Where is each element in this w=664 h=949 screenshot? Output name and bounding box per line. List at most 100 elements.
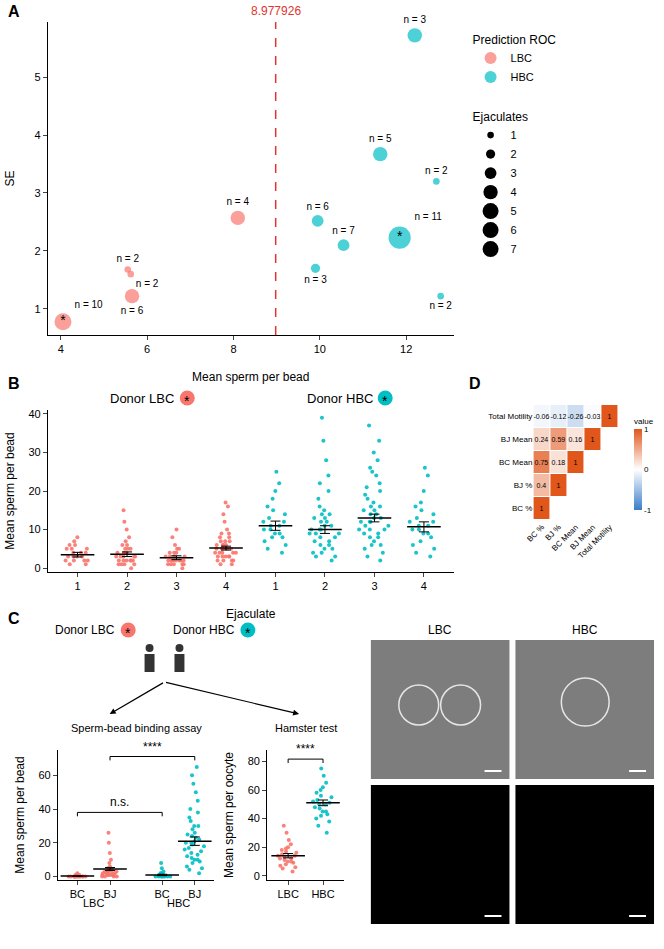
svg-text:n = 6: n = 6 — [121, 305, 144, 316]
svg-text:3: 3 — [173, 580, 179, 592]
svg-text:40: 40 — [28, 408, 40, 420]
svg-text:n = 7: n = 7 — [332, 225, 355, 236]
svg-text:BC: BC — [70, 888, 85, 900]
svg-text:n = 4: n = 4 — [227, 196, 250, 207]
svg-text:2: 2 — [35, 245, 41, 257]
svg-text:1: 1 — [35, 303, 41, 315]
svg-text:value: value — [634, 417, 654, 426]
svg-text:5: 5 — [35, 71, 41, 83]
svg-text:Donor HBC: Donor HBC — [173, 623, 235, 637]
svg-text:4: 4 — [223, 580, 229, 592]
svg-text:SE: SE — [3, 170, 17, 186]
svg-text:n = 2: n = 2 — [425, 165, 448, 176]
svg-text:0: 0 — [35, 562, 41, 574]
svg-text:40: 40 — [38, 803, 50, 815]
svg-text:1: 1 — [74, 580, 80, 592]
svg-text:n = 5: n = 5 — [369, 133, 392, 144]
svg-text:3: 3 — [511, 167, 517, 179]
svg-text:60: 60 — [248, 784, 260, 796]
svg-text:BC Mean: BC Mean — [499, 458, 532, 467]
svg-text:0.4: 0.4 — [537, 482, 547, 489]
svg-text:1: 1 — [573, 459, 577, 466]
svg-text:4: 4 — [58, 343, 64, 355]
svg-text:BC %: BC % — [512, 504, 532, 513]
svg-text:A: A — [8, 3, 20, 20]
svg-text:10: 10 — [314, 343, 326, 355]
svg-text:n = 6: n = 6 — [306, 201, 329, 212]
svg-text:4: 4 — [421, 580, 427, 592]
svg-text:Donor LBC: Donor LBC — [55, 623, 115, 637]
svg-text:3: 3 — [371, 580, 377, 592]
svg-text:Sperm-bead binding assay: Sperm-bead binding assay — [71, 722, 202, 734]
svg-text:*: * — [397, 228, 403, 244]
svg-text:Total Motility: Total Motility — [576, 523, 613, 560]
svg-text:1: 1 — [539, 505, 543, 512]
svg-text:Ejaculate: Ejaculate — [226, 607, 276, 621]
svg-text:n = 11: n = 11 — [415, 211, 443, 222]
svg-text:LBC: LBC — [277, 888, 298, 900]
svg-text:-1: -1 — [644, 506, 652, 515]
svg-text:BJ: BJ — [104, 888, 117, 900]
svg-text:1: 1 — [272, 580, 278, 592]
svg-text:LBC: LBC — [511, 52, 532, 64]
svg-text:n = 3: n = 3 — [404, 14, 427, 25]
svg-text:6: 6 — [144, 343, 150, 355]
svg-text:1: 1 — [556, 482, 560, 489]
svg-text:2: 2 — [511, 148, 517, 160]
svg-text:0: 0 — [644, 465, 649, 474]
svg-text:BJ Mean: BJ Mean — [568, 523, 597, 552]
svg-text:HBC: HBC — [511, 71, 534, 83]
svg-text:LBC: LBC — [83, 897, 104, 909]
svg-text:1: 1 — [644, 425, 649, 434]
svg-text:2: 2 — [124, 580, 130, 592]
svg-text:****: **** — [143, 740, 162, 754]
svg-text:1: 1 — [607, 413, 611, 420]
svg-text:BJ Mean: BJ Mean — [501, 435, 533, 444]
svg-text:1: 1 — [511, 129, 517, 141]
svg-text:0.16: 0.16 — [569, 436, 583, 443]
svg-text:80: 80 — [248, 755, 260, 767]
svg-text:*: * — [125, 625, 131, 641]
svg-text:Mean sperm per bead: Mean sperm per bead — [3, 432, 17, 549]
svg-text:0: 0 — [45, 870, 51, 882]
svg-text:BC %: BC % — [525, 523, 546, 544]
svg-text:20: 20 — [38, 837, 50, 849]
svg-text:Donor HBC: Donor HBC — [307, 391, 373, 406]
svg-text:0.59: 0.59 — [552, 436, 566, 443]
svg-text:0.75: 0.75 — [535, 459, 549, 466]
svg-text:D: D — [469, 375, 481, 392]
svg-text:BJ %: BJ % — [514, 481, 533, 490]
svg-text:4: 4 — [35, 129, 41, 141]
svg-text:n = 10: n = 10 — [75, 299, 104, 310]
svg-text:30: 30 — [28, 446, 40, 458]
svg-text:-0.26: -0.26 — [567, 413, 583, 420]
svg-text:-0.03: -0.03 — [584, 413, 600, 420]
svg-text:*: * — [184, 393, 190, 409]
svg-text:HBC: HBC — [311, 888, 334, 900]
svg-text:Mean sperm per bead: Mean sperm per bead — [13, 756, 27, 873]
svg-text:-0.06: -0.06 — [533, 413, 549, 420]
svg-text:HBC: HBC — [167, 897, 190, 909]
svg-text:0: 0 — [254, 870, 260, 882]
svg-text:B: B — [8, 375, 20, 392]
svg-text:C: C — [8, 610, 20, 627]
svg-text:8.977926: 8.977926 — [251, 4, 301, 18]
svg-text:12: 12 — [400, 343, 412, 355]
svg-text:*: * — [382, 393, 388, 409]
svg-text:Prediction ROC: Prediction ROC — [473, 33, 557, 47]
svg-text:10: 10 — [28, 523, 40, 535]
svg-text:BC Mean: BC Mean — [550, 523, 580, 553]
svg-text:Hamster test: Hamster test — [275, 722, 337, 734]
svg-text:Donor LBC: Donor LBC — [110, 391, 174, 406]
svg-text:*: * — [60, 312, 66, 328]
svg-text:20: 20 — [28, 485, 40, 497]
svg-text:n = 2: n = 2 — [429, 300, 452, 311]
svg-text:BJ %: BJ % — [543, 523, 563, 543]
svg-text:4: 4 — [511, 186, 517, 198]
svg-text:60: 60 — [38, 769, 50, 781]
svg-text:LBC: LBC — [428, 623, 452, 637]
svg-text:3: 3 — [35, 187, 41, 199]
svg-text:2: 2 — [322, 580, 328, 592]
svg-text:0.18: 0.18 — [552, 459, 566, 466]
svg-text:*: * — [245, 625, 251, 641]
